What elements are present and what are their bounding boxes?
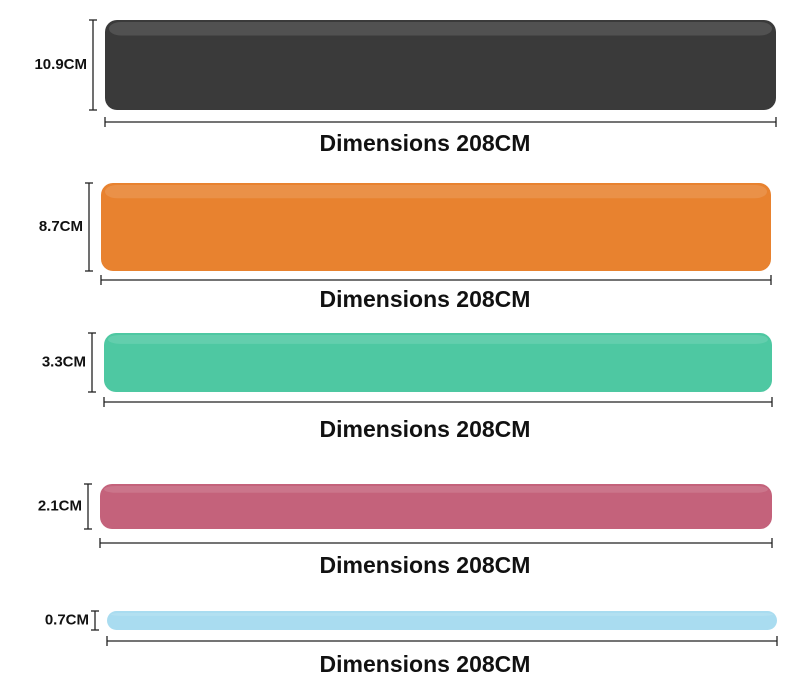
width-label: 10.9CM xyxy=(34,56,87,73)
band xyxy=(104,333,772,392)
band-shine xyxy=(108,335,768,344)
band xyxy=(107,611,777,630)
band-shine xyxy=(111,613,773,616)
width-label: 8.7CM xyxy=(39,218,83,235)
length-label: Dimensions 208CM xyxy=(320,416,531,442)
length-label: Dimensions 208CM xyxy=(320,286,531,312)
band-shine xyxy=(105,185,767,199)
width-label: 3.3CM xyxy=(42,353,86,370)
length-label: Dimensions 208CM xyxy=(320,130,531,156)
band-shine xyxy=(104,486,768,493)
band xyxy=(100,484,772,529)
band xyxy=(105,20,776,110)
length-label: Dimensions 208CM xyxy=(320,552,531,578)
length-label: Dimensions 208CM xyxy=(320,651,531,677)
width-label: 0.7CM xyxy=(45,611,89,628)
band-shine xyxy=(109,22,772,36)
width-label: 2.1CM xyxy=(38,497,82,514)
band xyxy=(101,183,771,271)
